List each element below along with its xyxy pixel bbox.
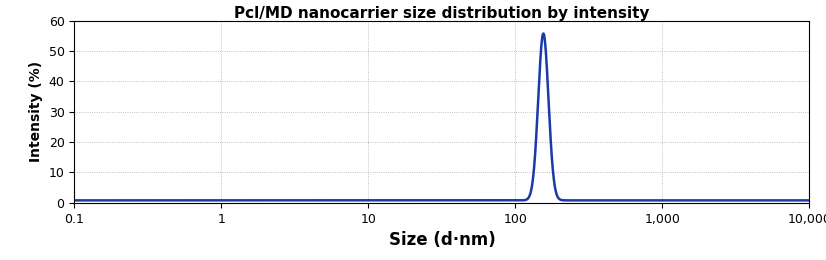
Title: Pcl/MD nanocarrier size distribution by intensity: Pcl/MD nanocarrier size distribution by … [234,6,650,21]
X-axis label: Size (d·nm): Size (d·nm) [388,231,496,249]
Y-axis label: Intensity (%): Intensity (%) [29,61,43,162]
